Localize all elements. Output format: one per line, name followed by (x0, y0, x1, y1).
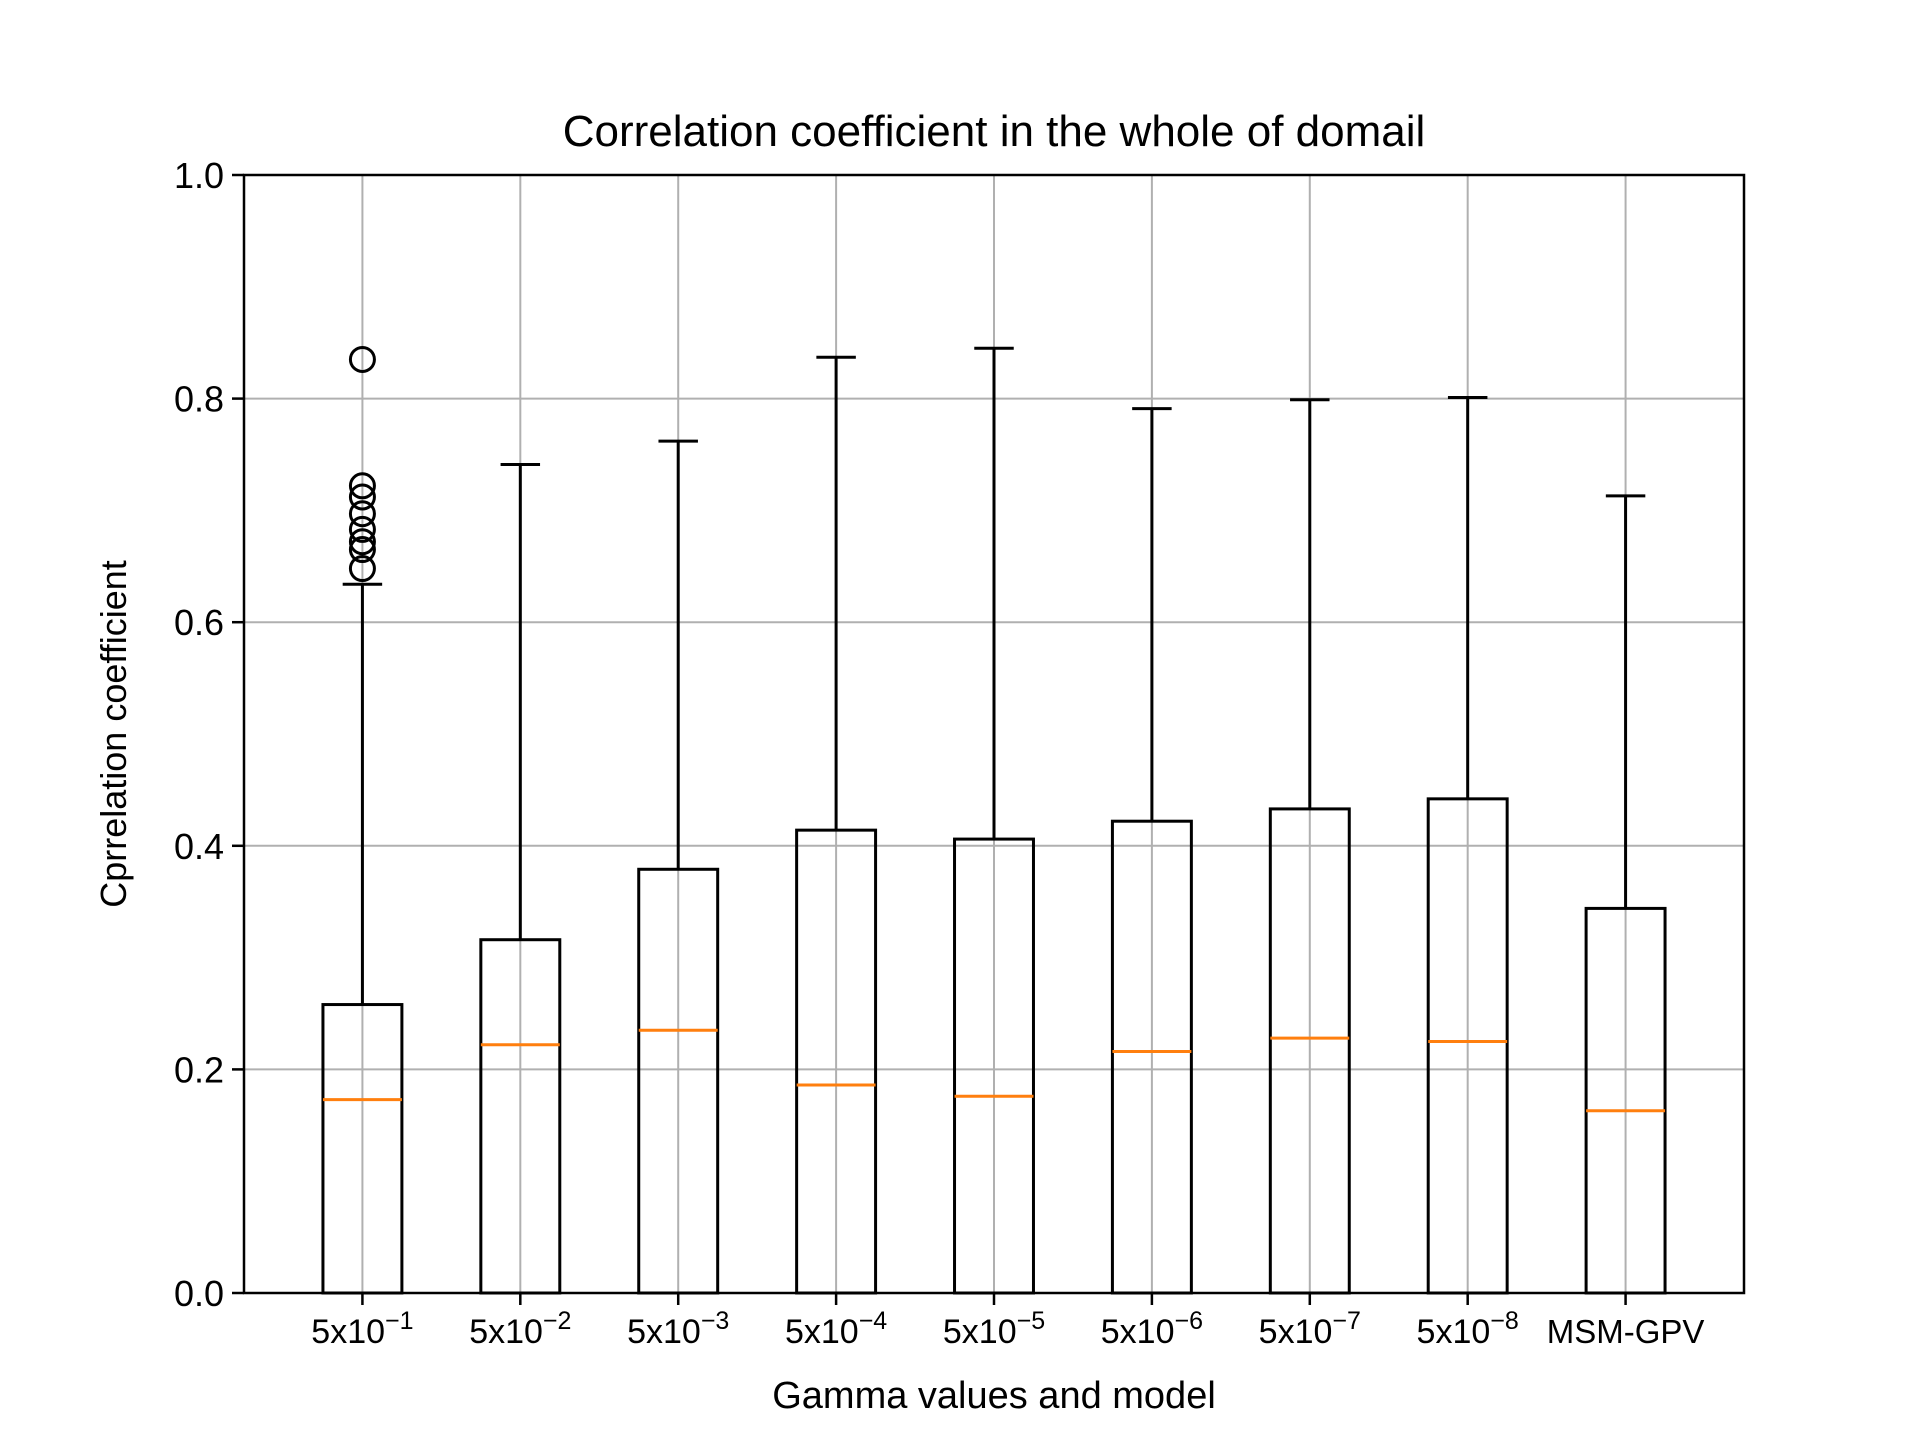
outlier-point (348, 528, 376, 556)
x-tick-label-exponent: −3 (701, 1307, 730, 1335)
outlier-point (348, 536, 376, 564)
x-tick-label-exponent: −1 (385, 1307, 414, 1335)
x-tick-label: 5x10−6 (1101, 1307, 1203, 1351)
box-group (1426, 395, 1509, 1295)
x-tick-label-base: 5x10 (627, 1313, 701, 1351)
y-tick-label: 0.6 (174, 602, 224, 643)
x-tick-label: MSM-GPV (1547, 1313, 1705, 1350)
x-tick-label-base: 5x10 (785, 1313, 859, 1351)
x-tick-label: 5x10−8 (1417, 1307, 1519, 1351)
outlier-point (348, 555, 376, 583)
x-tick-label-base: 5x10 (943, 1313, 1017, 1351)
x-tick-label: 5x10−3 (627, 1307, 729, 1351)
outlier-point (348, 500, 376, 528)
outlier-point (348, 483, 376, 511)
x-tick-label-exponent: −5 (1017, 1307, 1046, 1335)
x-tick-label-base: 5x10 (1259, 1313, 1333, 1351)
x-tick-label-exponent: −4 (859, 1307, 888, 1335)
x-tick-label-exponent: −6 (1175, 1307, 1204, 1335)
x-tick-label-exponent: −2 (543, 1307, 572, 1335)
x-tick-label: 5x10−7 (1259, 1307, 1361, 1351)
x-tick-label-exponent: −7 (1332, 1307, 1361, 1335)
x-tick-label: 5x10−4 (785, 1307, 887, 1351)
y-tick-label: 0.2 (174, 1049, 224, 1090)
x-axis-label: Gamma values and model (772, 1375, 1216, 1417)
x-tick-label-base: 5x10 (1101, 1313, 1175, 1351)
x-tick-label-base: MSM-GPV (1547, 1313, 1705, 1350)
x-tick-label: 5x10−2 (469, 1307, 571, 1351)
x-tick-label-exponent: −8 (1490, 1307, 1519, 1335)
x-tick-label-base: 5x10 (311, 1313, 385, 1351)
outlier-point (348, 345, 376, 373)
outlier-point (348, 472, 376, 500)
x-tick-label: 5x10−5 (943, 1307, 1045, 1351)
y-tick-label: 0.4 (174, 826, 224, 867)
outlier-point (348, 515, 376, 543)
y-tick-label: 1.0 (174, 155, 224, 196)
x-tick-label-base: 5x10 (469, 1313, 543, 1351)
y-tick-label: 0.8 (174, 379, 224, 420)
chart-title: Correlation coefficient in the whole of … (563, 107, 1426, 156)
y-tick-label: 0.0 (174, 1273, 224, 1314)
x-tick-label: 5x10−1 (311, 1307, 413, 1351)
y-axis-label: Cprrelation coefficient (93, 560, 134, 908)
x-tick-label-base: 5x10 (1417, 1313, 1491, 1351)
